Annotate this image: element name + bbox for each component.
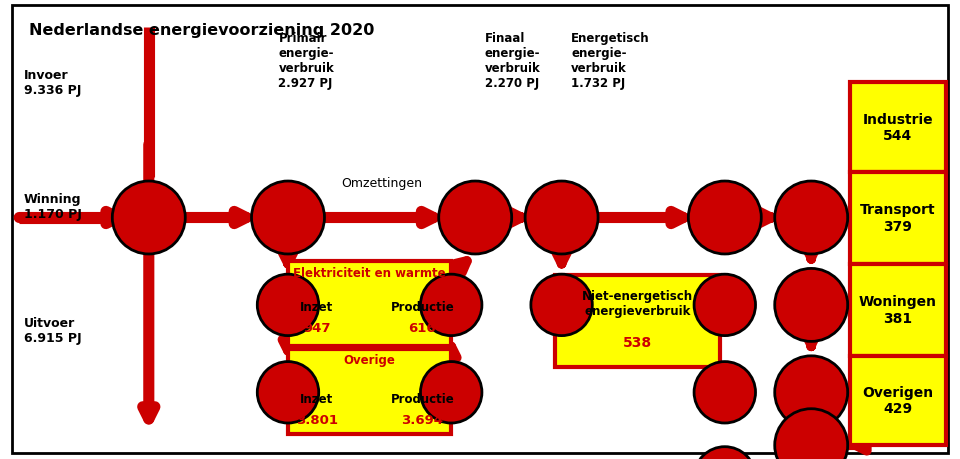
FancyBboxPatch shape: [850, 83, 946, 172]
Ellipse shape: [688, 182, 761, 254]
Text: Transport
379: Transport 379: [860, 203, 935, 233]
FancyBboxPatch shape: [555, 275, 720, 367]
Ellipse shape: [694, 362, 756, 423]
Ellipse shape: [775, 269, 848, 341]
Text: Nederlandse energievoorziening 2020: Nederlandse energievoorziening 2020: [29, 23, 374, 38]
Text: Inzet: Inzet: [300, 301, 333, 313]
Ellipse shape: [775, 356, 848, 429]
Ellipse shape: [257, 362, 319, 423]
Text: Finaal
energie-
verbruik
2.270 PJ: Finaal energie- verbruik 2.270 PJ: [485, 32, 540, 90]
Text: Overigen
429: Overigen 429: [862, 386, 933, 415]
Text: Invoer
9.336 PJ: Invoer 9.336 PJ: [24, 69, 82, 96]
Text: Primair
energie-
verbruik
2.927 PJ: Primair energie- verbruik 2.927 PJ: [278, 32, 334, 90]
Ellipse shape: [775, 182, 848, 254]
FancyBboxPatch shape: [288, 262, 451, 347]
Text: Woningen
381: Woningen 381: [858, 295, 937, 325]
Ellipse shape: [420, 362, 482, 423]
FancyBboxPatch shape: [288, 349, 451, 434]
Ellipse shape: [420, 274, 482, 336]
FancyBboxPatch shape: [12, 6, 948, 453]
Text: Omzettingen: Omzettingen: [341, 177, 421, 190]
Text: Industrie
544: Industrie 544: [862, 112, 933, 142]
Ellipse shape: [252, 182, 324, 254]
Ellipse shape: [439, 182, 512, 254]
Ellipse shape: [531, 274, 592, 336]
Text: 616: 616: [409, 321, 436, 334]
Text: Uitvoer
6.915 PJ: Uitvoer 6.915 PJ: [24, 317, 82, 344]
FancyBboxPatch shape: [850, 264, 946, 356]
Text: 538: 538: [623, 335, 652, 349]
Ellipse shape: [525, 182, 598, 254]
Text: Productie: Productie: [391, 301, 454, 313]
Text: Energetisch
energie-
verbruik
1.732 PJ: Energetisch energie- verbruik 1.732 PJ: [571, 32, 650, 90]
Text: Overige: Overige: [344, 353, 396, 366]
FancyBboxPatch shape: [850, 172, 946, 264]
Text: 947: 947: [303, 321, 330, 334]
Ellipse shape: [257, 274, 319, 336]
Text: Inzet: Inzet: [300, 392, 333, 405]
Ellipse shape: [694, 447, 756, 459]
Text: Productie: Productie: [391, 392, 454, 405]
Ellipse shape: [694, 274, 756, 336]
Text: Niet-energetisch
energieverbruik: Niet-energetisch energieverbruik: [582, 289, 693, 317]
Ellipse shape: [775, 409, 848, 459]
Text: 3.801: 3.801: [296, 413, 338, 426]
Ellipse shape: [112, 182, 185, 254]
Text: 3.694: 3.694: [401, 413, 444, 426]
Text: Winning
1.170 PJ: Winning 1.170 PJ: [24, 193, 82, 220]
Text: Elektriciteit en warmte: Elektriciteit en warmte: [294, 266, 445, 279]
FancyBboxPatch shape: [850, 356, 946, 445]
